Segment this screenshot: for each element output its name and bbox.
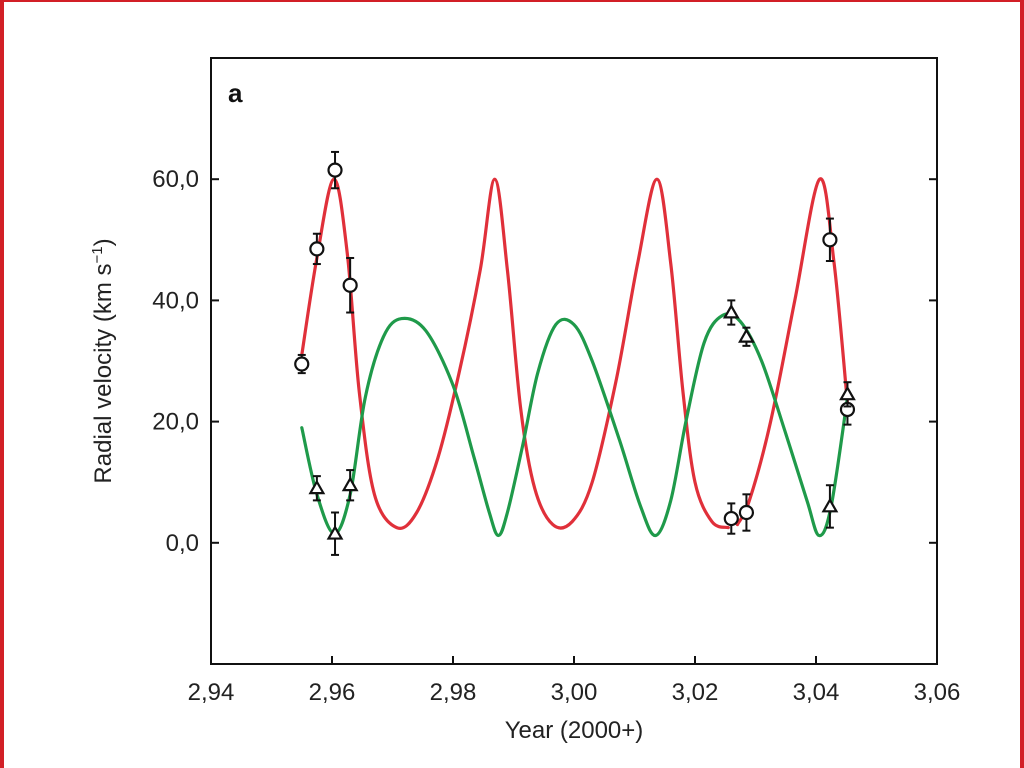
x-tick-label: 3,06 [914,679,961,706]
data-point-circle [327,162,343,178]
x-tick-label: 2,98 [430,679,477,706]
x-axis-title: Year (2000+) [505,717,644,744]
y-tick-label: 60,0 [152,166,199,193]
y-axis-title-close: ) [90,238,117,246]
y-axis-title-main: Radial velocity (km s [90,264,117,484]
data-point-triangle [722,303,740,319]
fit-curve-0-segment-0 [300,177,730,530]
y-axis: 0,0 20,0 40,0 60,0 [152,166,937,557]
data-point-circle [738,504,755,521]
data-point-circle [822,232,838,248]
x-tick-label: 3,04 [793,679,840,706]
y-axis-title-superscript: −1 [89,246,106,263]
data-points [294,150,856,556]
data-point-circle [309,241,325,257]
panel-label: a [228,78,243,108]
data-point-triangle [821,497,839,513]
data-point-triangle [738,328,755,343]
data-point-circle [342,277,358,293]
x-tick-label: 3,02 [672,679,719,706]
data-point-circle [294,356,310,372]
x-tick-label: 2,94 [188,679,235,706]
plot-area [210,57,938,665]
data-point-triangle [326,524,344,540]
y-axis-title: Radial velocity (km s−1) [89,238,117,483]
fit-curves [300,177,850,538]
data-point-triangle [839,385,856,401]
y-tick-label: 40,0 [152,287,199,314]
y-tick-label: 0,0 [166,530,199,557]
x-tick-label: 3,00 [551,679,598,706]
x-tick-label: 2,96 [309,679,356,706]
y-tick-label: 20,0 [152,409,199,436]
fit-curve-0-segment-1 [735,177,850,527]
data-point-circle [723,510,739,527]
fit-curve-1-segment-0 [300,312,850,538]
data-point-triangle [341,476,359,492]
x-axis: 2,94 2,96 2,98 3,00 3,02 3,04 3,06 [188,656,961,706]
data-point-triangle [308,479,326,495]
